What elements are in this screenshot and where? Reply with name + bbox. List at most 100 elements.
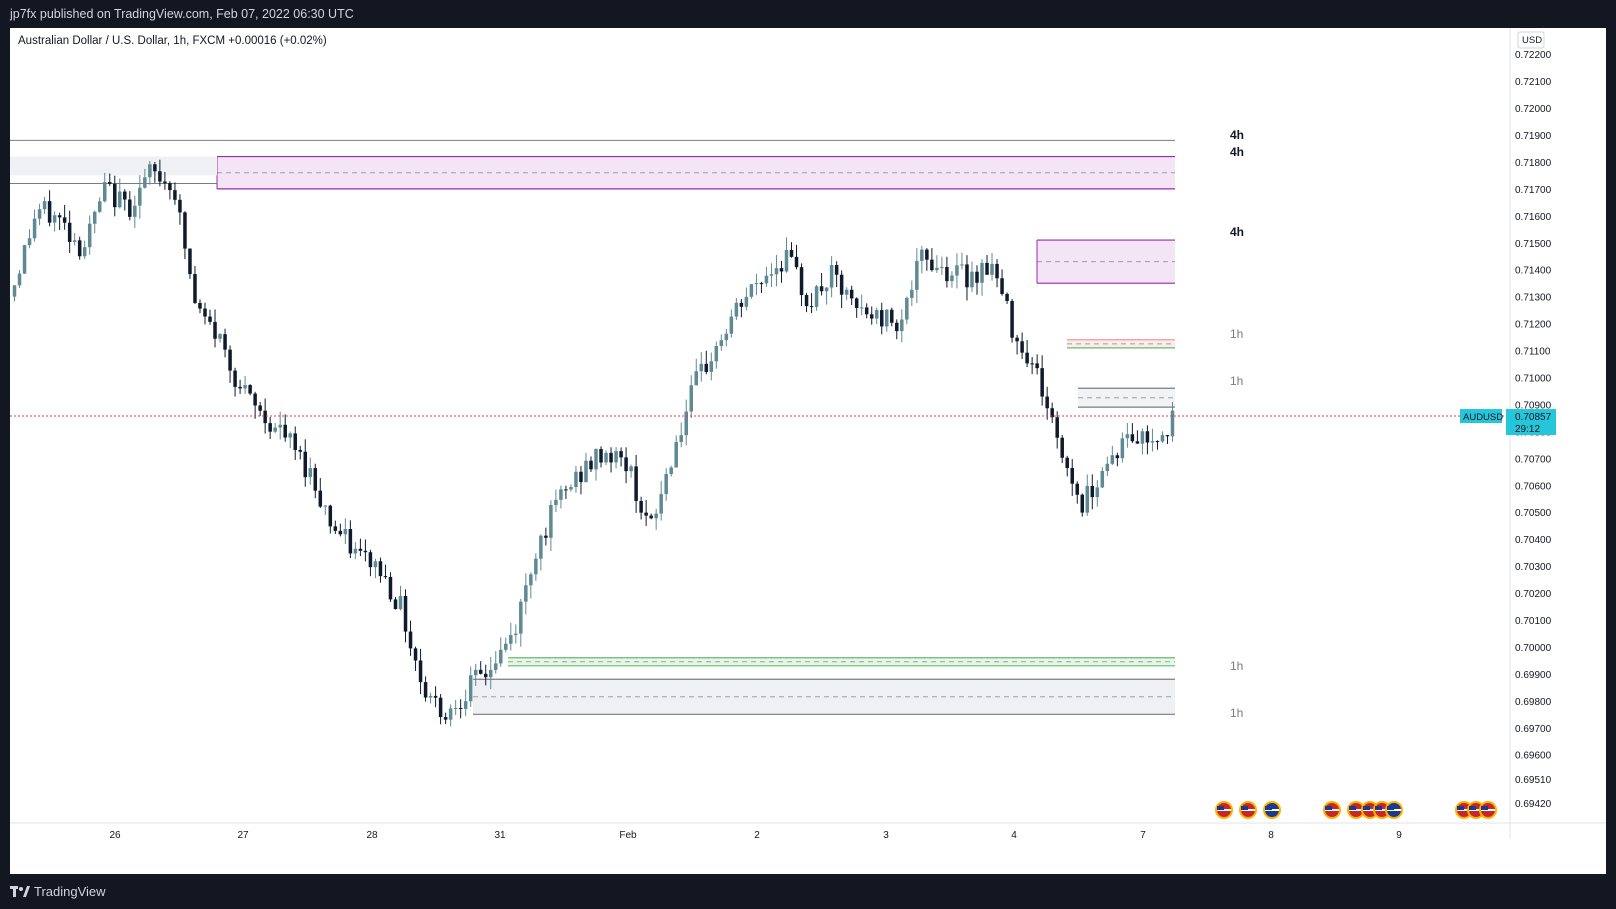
price-chart[interactable]: 4h 4h 4h 1h 1h 1h 1h 0.72200 0.72100 0.72000 0.71…	[10, 28, 1606, 874]
price-tick-label: 0.70600	[1515, 481, 1552, 492]
candle-body	[413, 648, 418, 661]
candle-body	[604, 452, 608, 463]
candle-body	[704, 363, 709, 372]
price-tick-label: 0.71500	[1515, 239, 1552, 250]
candle-body	[353, 548, 358, 554]
candle-body	[579, 471, 583, 483]
candle-body	[403, 595, 408, 632]
candle-body	[529, 574, 533, 586]
candle-body	[1150, 441, 1155, 443]
candle-body	[589, 460, 593, 470]
candle-body	[814, 286, 819, 307]
candle-body	[970, 271, 974, 288]
candle-body	[343, 529, 348, 535]
currency-label: USD	[1522, 35, 1542, 46]
price-tick-label: 0.70200	[1515, 589, 1552, 600]
candle-body	[1075, 483, 1080, 495]
candle-body	[1110, 455, 1115, 464]
price-tick-label: 0.71000	[1515, 374, 1552, 385]
candle-body	[729, 316, 734, 334]
candle-body	[383, 576, 388, 578]
price-tick-label: 0.69700	[1515, 724, 1552, 735]
candle-body	[203, 308, 207, 317]
price-tick-label: 0.71800	[1515, 158, 1552, 169]
time-tick-label: 27	[237, 830, 249, 841]
candle-body	[1140, 431, 1145, 444]
price-tick-label: 0.70700	[1515, 454, 1552, 465]
candle-body	[393, 599, 398, 610]
candle-body	[1080, 494, 1085, 513]
candle-body	[458, 707, 463, 709]
candle-body	[930, 259, 934, 271]
candle-body	[1070, 467, 1074, 484]
candle-body	[1145, 431, 1150, 443]
candle-body	[118, 191, 122, 208]
candle-body	[178, 199, 182, 213]
candle-body	[1025, 352, 1029, 364]
candle-body	[113, 183, 117, 208]
time-tick-label: Feb	[619, 830, 637, 841]
zone-timeframe-label: 4h	[1230, 225, 1244, 239]
us-flag-event-icon	[1323, 801, 1341, 819]
candle-body	[1120, 438, 1125, 459]
candle-body	[338, 530, 343, 535]
candle-body	[1115, 455, 1120, 459]
candle-body	[87, 223, 92, 248]
candle-body	[448, 708, 453, 720]
candle-body	[809, 306, 814, 308]
top-bar: jp7fx published on TradingView.com, Feb …	[0, 0, 1616, 28]
candle-body	[509, 635, 513, 644]
candle-body	[22, 245, 27, 274]
brand-name: TradingView	[34, 884, 106, 899]
candle-body	[849, 289, 854, 299]
candle-body	[1095, 487, 1100, 498]
candle-body	[694, 371, 699, 386]
au-flag-event-icon	[1263, 801, 1281, 819]
candle-body	[940, 266, 944, 268]
candle-body	[268, 423, 272, 432]
candle-countdown: 29:12	[1515, 424, 1540, 435]
candle-body	[453, 707, 458, 709]
candle-body	[619, 451, 623, 458]
time-tick-label: 4	[1011, 830, 1017, 841]
zone-timeframe-label: 1h	[1230, 706, 1243, 720]
candle-body	[133, 205, 137, 217]
candle-body	[965, 264, 969, 288]
candle-body	[188, 248, 192, 275]
price-tick-label: 0.70000	[1515, 643, 1552, 654]
price-tick-label: 0.71100	[1515, 347, 1551, 358]
candle-body	[554, 499, 558, 506]
candle-body	[739, 302, 744, 307]
currency-box	[1517, 31, 1545, 49]
candle-body	[138, 187, 142, 206]
candle-body	[323, 505, 328, 507]
candle-body	[985, 262, 989, 275]
candle-body	[27, 238, 32, 246]
candle-body	[42, 201, 47, 210]
candle-body	[1085, 485, 1090, 513]
tradingview-brand[interactable]: TradingView	[10, 884, 106, 899]
candle-body	[1170, 410, 1175, 437]
candle-body	[253, 393, 257, 406]
us-flag-event-icon	[1479, 801, 1497, 819]
candle-body	[879, 310, 884, 327]
candle-body	[839, 274, 844, 295]
price-tick-label: 0.70500	[1515, 508, 1552, 519]
candle-body	[689, 385, 694, 412]
candle-body	[844, 289, 849, 295]
candle-body	[183, 212, 187, 249]
candle-body	[714, 346, 719, 362]
candle-body	[208, 316, 212, 322]
candle-body	[363, 550, 368, 553]
candle-body	[920, 249, 924, 261]
candle-body	[854, 298, 859, 308]
price-tick-label: 0.72000	[1515, 104, 1552, 115]
candle-body	[719, 340, 724, 347]
candle-body	[483, 673, 488, 678]
candle-body	[193, 274, 197, 303]
price-tick-label: 0.70400	[1515, 535, 1552, 546]
candle-body	[915, 260, 919, 290]
candle-body	[92, 211, 97, 224]
chart-pane[interactable]: 4h 4h 4h 1h 1h 1h 1h 0.72200 0.72100 0.72000 0.71…	[10, 28, 1606, 874]
candle-body	[1000, 278, 1004, 294]
